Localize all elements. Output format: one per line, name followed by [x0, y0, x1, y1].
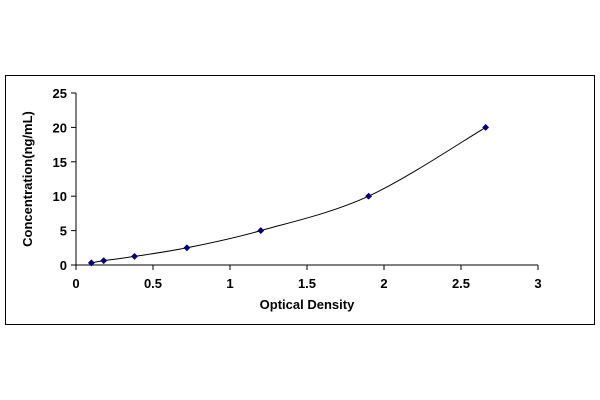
y-tick-label: 10 [53, 189, 67, 204]
data-point [130, 252, 139, 260]
y-tick-label: 25 [53, 86, 67, 101]
y-tick-label: 0 [60, 258, 67, 273]
x-tick-label: 0 [72, 276, 79, 291]
chart-frame [5, 75, 595, 325]
y-ticks: 0 5 10 15 20 25 [53, 86, 76, 273]
data-point [482, 123, 490, 131]
x-tick-label: 1 [226, 276, 233, 291]
x-tick-label: 3 [534, 276, 541, 291]
x-tick-label: 0.5 [144, 276, 162, 291]
data-point [100, 257, 108, 265]
data-point [87, 259, 95, 267]
y-tick-label: 15 [53, 155, 67, 170]
y-tick-label: 20 [53, 120, 67, 135]
y-tick-label: 5 [60, 224, 67, 239]
data-point [365, 192, 373, 200]
x-tick-label: 2.5 [452, 276, 470, 291]
x-tick-label: 2 [380, 276, 387, 291]
fit-curve [91, 126, 486, 264]
data-points [87, 123, 490, 267]
y-axis-title: Concentration(ng/mL) [20, 111, 35, 247]
x-ticks: 0 0.5 1 1.5 2 2.5 3 [72, 265, 542, 291]
x-axis-title: Optical Density [260, 297, 355, 312]
data-point [183, 244, 191, 252]
axes [75, 93, 538, 266]
x-tick-label: 1.5 [298, 276, 316, 291]
data-point [257, 227, 265, 235]
